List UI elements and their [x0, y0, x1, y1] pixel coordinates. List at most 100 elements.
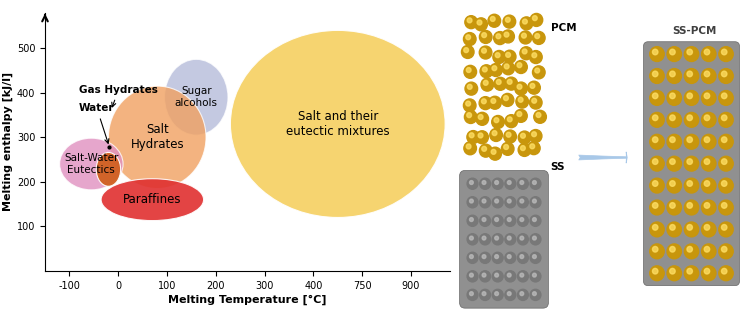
Circle shape	[650, 244, 664, 259]
Circle shape	[670, 115, 675, 121]
Circle shape	[503, 96, 509, 100]
Circle shape	[718, 200, 734, 215]
Circle shape	[532, 273, 536, 277]
Circle shape	[490, 16, 495, 21]
Circle shape	[670, 159, 675, 164]
FancyBboxPatch shape	[460, 170, 548, 308]
Circle shape	[650, 69, 664, 83]
Circle shape	[517, 112, 522, 117]
Circle shape	[495, 180, 499, 185]
Circle shape	[517, 84, 522, 89]
Circle shape	[495, 236, 499, 240]
Circle shape	[684, 134, 699, 149]
Circle shape	[701, 266, 716, 281]
Circle shape	[520, 133, 525, 138]
Circle shape	[461, 45, 474, 58]
Circle shape	[520, 218, 524, 221]
Circle shape	[488, 14, 500, 27]
Circle shape	[504, 130, 517, 143]
Circle shape	[477, 20, 482, 25]
Circle shape	[701, 156, 716, 171]
Circle shape	[492, 178, 503, 189]
Circle shape	[507, 236, 511, 240]
Circle shape	[465, 16, 478, 29]
Circle shape	[504, 32, 509, 37]
Circle shape	[530, 96, 542, 109]
Circle shape	[650, 178, 664, 193]
Circle shape	[530, 129, 542, 142]
Circle shape	[507, 199, 511, 203]
Circle shape	[520, 236, 524, 240]
Circle shape	[652, 49, 658, 55]
Circle shape	[667, 112, 682, 127]
Circle shape	[684, 112, 699, 127]
Circle shape	[718, 112, 734, 127]
Circle shape	[670, 181, 675, 186]
Circle shape	[518, 215, 528, 226]
Circle shape	[466, 113, 472, 117]
Circle shape	[701, 178, 716, 193]
Circle shape	[652, 93, 658, 99]
Circle shape	[505, 234, 516, 245]
Circle shape	[535, 68, 539, 73]
Circle shape	[502, 62, 515, 75]
Circle shape	[652, 115, 658, 121]
Text: Salt and their
eutectic mixtures: Salt and their eutectic mixtures	[286, 110, 389, 138]
Circle shape	[530, 178, 541, 189]
Circle shape	[470, 273, 473, 277]
Circle shape	[518, 178, 528, 189]
Circle shape	[490, 129, 502, 141]
Circle shape	[520, 255, 524, 259]
Circle shape	[479, 46, 492, 59]
Text: SS-PCM: SS-PCM	[672, 26, 717, 36]
Circle shape	[670, 246, 675, 252]
Ellipse shape	[101, 179, 203, 220]
Text: Gas Hydrates: Gas Hydrates	[80, 85, 158, 107]
Circle shape	[492, 197, 503, 208]
Circle shape	[536, 112, 541, 117]
Circle shape	[517, 63, 522, 68]
Circle shape	[494, 118, 499, 123]
Circle shape	[502, 30, 515, 43]
Circle shape	[670, 71, 675, 77]
Text: Salt
Hydrates: Salt Hydrates	[130, 123, 184, 151]
Circle shape	[652, 246, 658, 252]
Circle shape	[495, 218, 499, 221]
Text: Water: Water	[80, 103, 115, 143]
Circle shape	[464, 111, 477, 123]
Circle shape	[701, 222, 716, 237]
Text: PCM: PCM	[550, 23, 576, 33]
Circle shape	[518, 252, 528, 263]
Circle shape	[492, 289, 503, 301]
Circle shape	[496, 80, 501, 84]
Circle shape	[503, 50, 516, 63]
Circle shape	[722, 225, 727, 230]
Circle shape	[532, 180, 536, 185]
Circle shape	[480, 271, 490, 282]
Circle shape	[650, 134, 664, 149]
Circle shape	[504, 145, 509, 150]
Circle shape	[532, 98, 536, 103]
Circle shape	[466, 35, 470, 40]
Circle shape	[701, 134, 716, 149]
Circle shape	[520, 17, 532, 30]
X-axis label: Melting Temperature [°C]: Melting Temperature [°C]	[168, 295, 327, 305]
Circle shape	[492, 131, 497, 135]
Circle shape	[504, 64, 509, 69]
Circle shape	[687, 268, 692, 274]
Circle shape	[507, 117, 512, 122]
Ellipse shape	[164, 59, 228, 135]
Circle shape	[530, 252, 541, 263]
Circle shape	[650, 266, 664, 281]
Circle shape	[684, 69, 699, 83]
Circle shape	[506, 17, 510, 22]
Circle shape	[507, 292, 511, 295]
Circle shape	[505, 215, 516, 226]
Circle shape	[464, 99, 476, 112]
Circle shape	[482, 236, 486, 240]
Ellipse shape	[60, 138, 123, 190]
Circle shape	[667, 69, 682, 83]
Circle shape	[467, 18, 472, 23]
Circle shape	[718, 156, 734, 171]
Circle shape	[650, 222, 664, 237]
